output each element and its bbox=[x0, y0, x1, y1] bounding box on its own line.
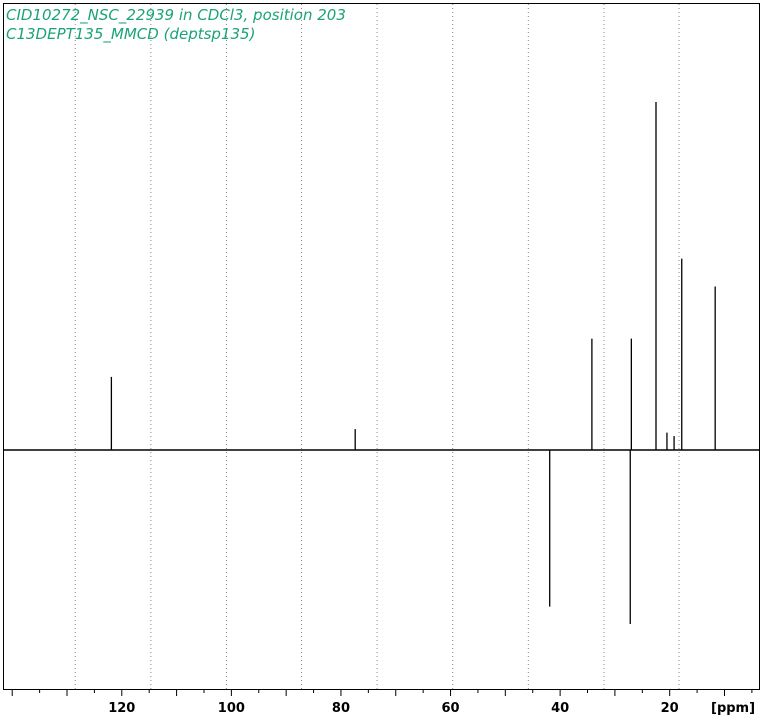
x-tick-label: 80 bbox=[332, 701, 350, 716]
x-tick-label: 100 bbox=[218, 701, 245, 716]
x-axis: 120 100 80 60 40 20 bbox=[11, 689, 753, 716]
spectrum-title-line-1: CID10272_NSC_22939 in CDCl3, position 20… bbox=[6, 6, 346, 25]
x-tick-label: 120 bbox=[108, 701, 135, 716]
x-tick-label: 60 bbox=[441, 701, 459, 716]
spectrum-trace bbox=[4, 102, 759, 624]
spectrum-title-line-2: C13DEPT135_MMCD (deptsp135) bbox=[6, 25, 255, 44]
x-tick-label: 40 bbox=[551, 701, 569, 716]
x-axis-unit-label: [ppm] bbox=[711, 701, 755, 716]
x-tick-label: 20 bbox=[661, 701, 679, 716]
plot-frame bbox=[3, 3, 760, 690]
